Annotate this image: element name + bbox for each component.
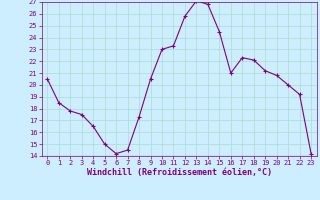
X-axis label: Windchill (Refroidissement éolien,°C): Windchill (Refroidissement éolien,°C): [87, 168, 272, 177]
